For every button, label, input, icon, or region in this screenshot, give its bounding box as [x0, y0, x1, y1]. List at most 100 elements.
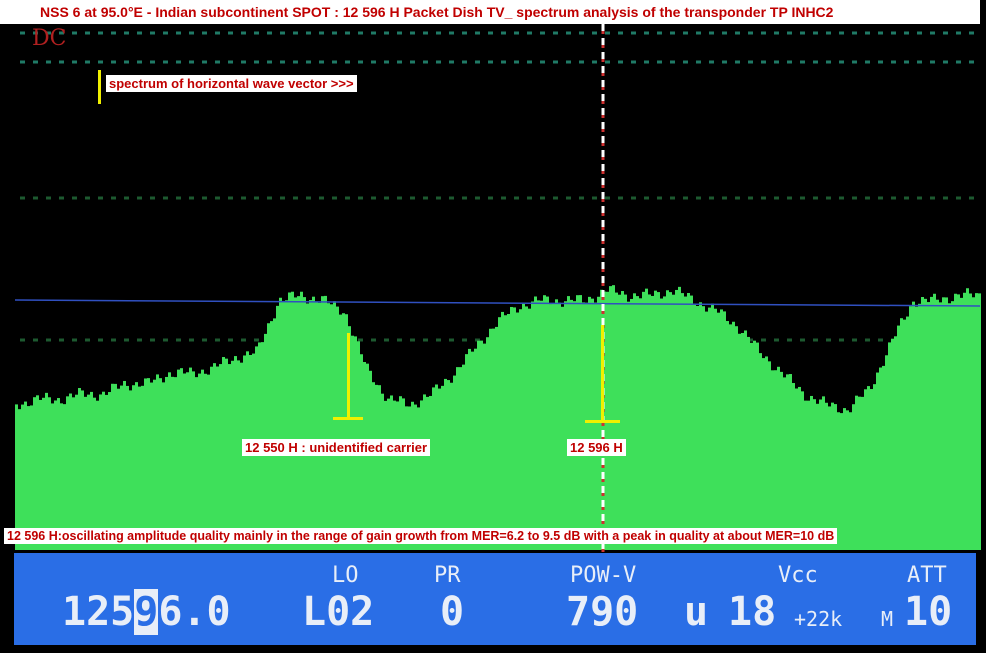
spectrum-bin	[528, 308, 531, 550]
spectrum-bin	[213, 363, 216, 550]
spectrum-bin	[546, 296, 549, 550]
spectrum-bin	[891, 338, 894, 550]
spectrum-bin	[945, 297, 948, 550]
spectrum-bin	[168, 372, 171, 550]
spectrum-bin	[18, 409, 21, 550]
spectrum-bin	[447, 380, 450, 550]
spectrum-bin	[864, 389, 867, 550]
spectrum-bin	[315, 301, 318, 550]
spectrum-bin	[180, 368, 183, 550]
spectrum-bin	[822, 396, 825, 550]
spectrum-bin	[780, 371, 783, 550]
spectrum-bin	[498, 317, 501, 550]
spectrum-bin	[303, 297, 306, 550]
spectrum-bin	[150, 382, 153, 550]
spectrum-bin	[531, 301, 534, 550]
spectrum-bin	[468, 348, 471, 550]
spectrum-bin	[579, 295, 582, 550]
spectrum-bin	[726, 321, 729, 550]
spectrum-bin	[93, 397, 96, 550]
spectrum-bin	[648, 294, 651, 550]
spectrum-bin	[159, 378, 162, 550]
spectrum-bin	[903, 319, 906, 550]
spectrum-bin	[927, 302, 930, 550]
spectrum-bin	[705, 311, 708, 550]
spectrum-bin	[735, 326, 738, 550]
spectrum-bin	[372, 382, 375, 550]
spectrum-bin	[672, 294, 675, 550]
spectrum-bin	[912, 301, 915, 550]
meter-status-panel: LO PR POW-V Vcc ATT 12596.0 L02 0 790 u …	[14, 553, 976, 645]
spectrum-bin	[102, 391, 105, 550]
spectrum-bin	[729, 324, 732, 550]
spectrum-bin	[576, 295, 579, 550]
spectrum-bin	[339, 314, 342, 550]
spectrum-bin	[660, 298, 663, 550]
spectrum-bin	[738, 333, 741, 550]
spectrum-bin	[438, 388, 441, 550]
spectrum-bin	[852, 404, 855, 550]
frequency-readout[interactable]: 12596.0	[62, 589, 231, 635]
spectrum-bin	[633, 293, 636, 550]
spectrum-bin	[957, 294, 960, 550]
spectrum-bin	[816, 403, 819, 550]
spectrum-bin	[411, 401, 414, 550]
spectrum-bin	[192, 371, 195, 550]
spectrum-bin	[624, 294, 627, 550]
spectrum-bin	[33, 397, 36, 550]
spectrum-bin	[21, 404, 24, 550]
spectrum-bin	[450, 382, 453, 550]
spectrum-bin	[690, 295, 693, 550]
spectrum-bin	[918, 303, 921, 550]
spectrum-bin	[702, 306, 705, 550]
spectrum-bin	[717, 312, 720, 550]
spectrum-bin	[813, 399, 816, 550]
spectrum-bin	[573, 301, 576, 550]
spectrum-bin	[336, 306, 339, 550]
spectrum-bin	[828, 406, 831, 550]
spectrum-bin	[429, 395, 432, 550]
spectrum-bin	[156, 374, 159, 550]
spectrum-bin	[174, 377, 177, 550]
spectrum-bin	[201, 369, 204, 550]
spectrum-bin	[186, 372, 189, 550]
spectrum-bin	[231, 360, 234, 550]
dc-indicator: DC	[32, 26, 67, 51]
quality-note: 12 596 H:oscillating amplitude quality m…	[4, 528, 838, 544]
spectrum-bin	[225, 358, 228, 550]
spectrum-bin	[387, 398, 390, 550]
carrier-marker	[347, 333, 350, 419]
spectrum-bin	[324, 295, 327, 550]
spectrum-bin	[921, 297, 924, 550]
spectrum-bin	[861, 396, 864, 550]
spectrum-bin	[342, 313, 345, 550]
spectrum-bin	[114, 383, 117, 550]
spectrum-bin	[39, 399, 42, 550]
spectrum-bin	[441, 385, 444, 550]
spectrum-bin	[51, 403, 54, 550]
spectrum-bin	[165, 376, 168, 550]
spectrum-bin	[783, 377, 786, 550]
spectrum-bin	[591, 298, 594, 550]
spectrum-bin	[630, 298, 633, 550]
spectrum-bin	[681, 293, 684, 550]
spectrum-bin	[666, 290, 669, 550]
tp-marker-base	[585, 420, 620, 423]
spectrum-bin	[27, 406, 30, 550]
spectrum-bin	[30, 405, 33, 550]
spectrum-bin	[696, 305, 699, 550]
spectrum-bin	[552, 303, 555, 550]
spectrum-bin	[732, 321, 735, 550]
spectrum-bin	[417, 407, 420, 550]
spectrum-bin	[612, 285, 615, 550]
spectrum-bin	[126, 385, 129, 550]
spectrum-bin	[177, 369, 180, 550]
spectrum-bin	[747, 336, 750, 550]
spectrum-bin	[741, 333, 744, 550]
spectrum-bin	[330, 304, 333, 550]
spectrum-bin	[48, 397, 51, 550]
spectrum-bin	[804, 400, 807, 550]
freq-cursor-digit[interactable]: 9	[134, 589, 159, 635]
pr-value: 0	[440, 589, 465, 635]
page-title: NSS 6 at 95.0°E - Indian subcontinent SP…	[0, 0, 980, 24]
